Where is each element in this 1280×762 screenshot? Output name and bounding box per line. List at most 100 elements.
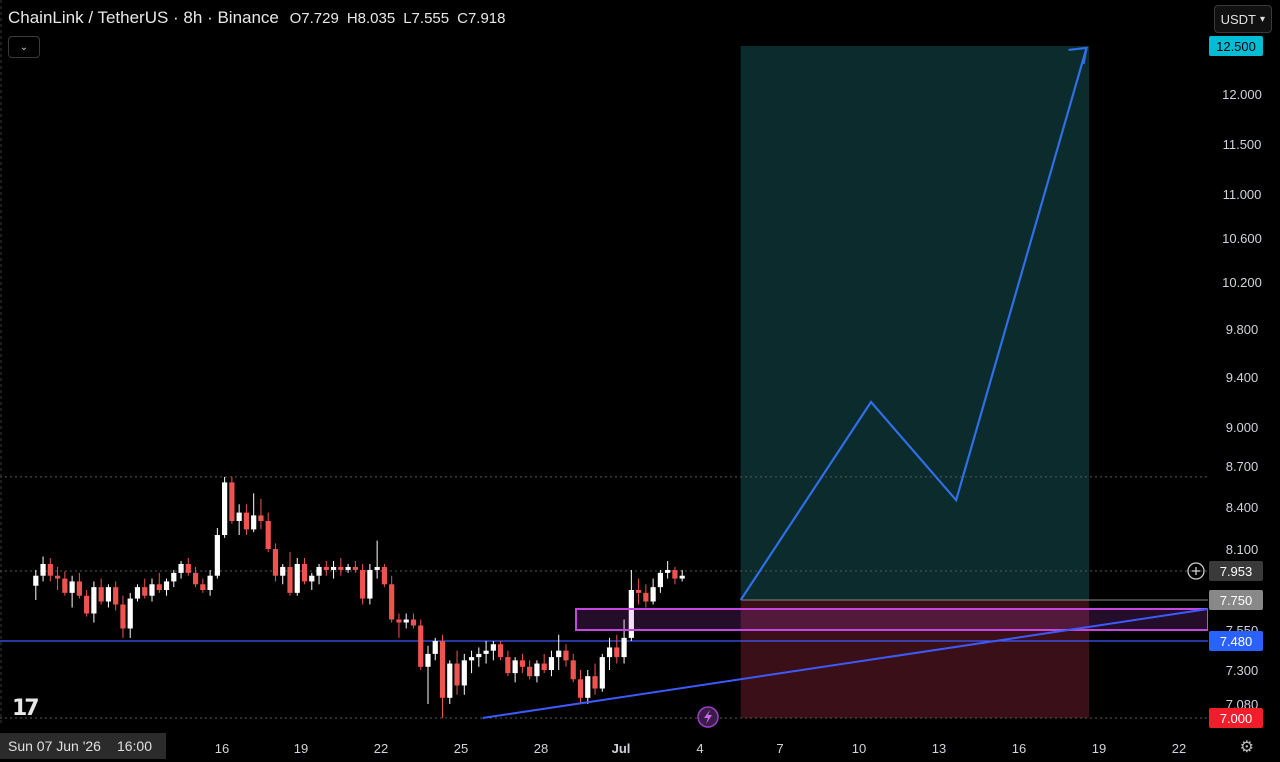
chevron-down-icon: ▾	[1259, 13, 1265, 25]
candle-body	[243, 512, 250, 530]
price-tick-label: 12.000	[1222, 87, 1262, 102]
symbol-title[interactable]: ChainLink / TetherUS · 8h · Binance	[8, 8, 279, 27]
candle-body	[636, 590, 642, 593]
candle-body	[476, 653, 482, 658]
add-alert-icon[interactable]	[1187, 562, 1205, 580]
crosshair-time: 16:00	[116, 738, 153, 754]
candle-body	[548, 657, 555, 670]
price-tick-label: 8.100	[1226, 542, 1259, 557]
price-tick-label: 11.000	[1223, 187, 1262, 202]
settings-gear-icon[interactable]: ⚙	[1239, 739, 1254, 756]
candle-body	[338, 566, 344, 570]
candle-body	[432, 641, 438, 654]
time-tick-label: 22	[374, 741, 388, 756]
candle-body	[33, 575, 39, 586]
candle-body	[534, 663, 540, 677]
candle-body	[84, 595, 90, 614]
candle-body	[592, 676, 598, 689]
candle-body	[142, 587, 148, 596]
candle-body	[323, 566, 329, 570]
candle-body	[76, 581, 82, 596]
time-tick-label: 7	[776, 741, 783, 756]
candle-body	[650, 587, 656, 602]
candle-body	[599, 657, 605, 689]
candle-body	[236, 512, 242, 521]
entry-price-badge: 7.750	[1209, 590, 1263, 610]
candle-body	[512, 660, 518, 674]
candle-body	[149, 584, 155, 596]
chevron-down-icon: ⌄	[19, 41, 29, 53]
time-tick-label: 10	[852, 741, 866, 756]
price-axis	[1208, 0, 1280, 730]
time-tick-label: 25	[454, 741, 468, 756]
time-tick-label: 19	[1092, 741, 1106, 756]
price-tick-label: 8.400	[1226, 500, 1259, 515]
candle-body	[454, 663, 460, 686]
candle-body	[657, 572, 663, 588]
ohlc-values: O7.729 H8.035 L7.555 C7.918	[290, 10, 514, 27]
candle-body	[265, 521, 271, 549]
candle-body	[556, 650, 562, 658]
candle-body	[505, 657, 511, 674]
candle-body	[280, 566, 286, 576]
candle-body	[163, 581, 170, 590]
candle-body	[381, 566, 388, 585]
candle-body	[468, 657, 475, 661]
candle-body	[251, 515, 257, 530]
candle-body	[316, 566, 322, 576]
candle-body	[621, 637, 627, 658]
time-tick-label: 13	[932, 741, 946, 756]
collapse-legend-button[interactable]: ⌄	[8, 36, 40, 58]
support-price-badge: 7.480	[1209, 631, 1263, 651]
svg-text:7.480: 7.480	[1220, 634, 1253, 649]
candle-body	[577, 679, 584, 698]
candle-body	[40, 563, 46, 576]
candle-body	[222, 482, 228, 535]
target-price-badge: 12.500	[1209, 36, 1263, 56]
candle-body	[527, 666, 533, 677]
candle-body	[403, 619, 409, 623]
candle-body	[396, 619, 402, 623]
rising-trendline	[482, 608, 1209, 719]
time-tick-label: Jul	[612, 741, 631, 756]
price-tick-label: 8.700	[1226, 459, 1259, 474]
candle-body	[294, 563, 300, 593]
svg-text:12.500: 12.500	[1216, 39, 1256, 54]
candle-body	[679, 575, 685, 579]
candle-body	[367, 569, 373, 599]
candle-body	[301, 563, 308, 582]
lightning-icon	[697, 706, 719, 728]
candle-body	[258, 515, 264, 521]
tradingview-logo[interactable]: 17	[12, 696, 40, 721]
candle-body	[410, 619, 417, 626]
candle-body	[352, 566, 358, 570]
time-tick-label: 19	[294, 741, 308, 756]
low-value: L7.555	[403, 10, 450, 27]
symbol-header: ChainLink / TetherUS · 8h · Binance O7.7…	[8, 8, 513, 28]
candle-body	[439, 641, 446, 698]
time-tick-label: 16	[1012, 741, 1026, 756]
time-tick-label: 16	[215, 741, 229, 756]
candle-body	[490, 644, 496, 651]
time-axis	[0, 728, 1208, 762]
candle-body	[360, 569, 366, 599]
candle-body	[498, 644, 504, 658]
candle-body	[447, 663, 453, 698]
candle-body	[425, 653, 431, 667]
currency-label: USDT	[1220, 11, 1256, 27]
high-value: H8.035	[346, 10, 396, 27]
candle-body	[345, 566, 351, 570]
currency-selector[interactable]: USDT ▾	[1213, 5, 1272, 33]
candle-body	[461, 660, 467, 686]
candle-body	[541, 663, 547, 670]
candle-body	[665, 569, 671, 573]
svg-text:7.750: 7.750	[1220, 593, 1253, 608]
candle-body	[672, 569, 678, 579]
price-tick-label: 10.600	[1222, 231, 1262, 246]
candle-body	[185, 563, 191, 573]
candle-body	[563, 650, 569, 661]
candle-body	[105, 587, 112, 602]
candle-body	[127, 598, 133, 629]
projected-path	[739, 47, 1088, 601]
